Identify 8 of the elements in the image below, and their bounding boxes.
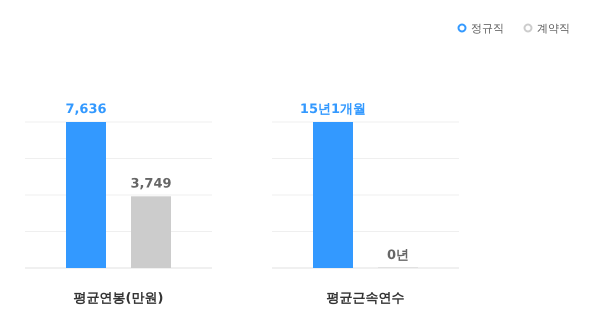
legend-label: 정규직 [471, 22, 504, 35]
data-label: 0년 [386, 248, 410, 263]
data-label: 7,636 [65, 102, 107, 117]
legend-label: 계약직 [537, 22, 570, 35]
data-label: 15년1개월 [300, 102, 366, 117]
x-axis-title: 평균근속연수 [326, 291, 404, 306]
x-axis-title: 평균연봉(만원) [74, 291, 164, 306]
data-label: 3,749 [130, 176, 172, 192]
